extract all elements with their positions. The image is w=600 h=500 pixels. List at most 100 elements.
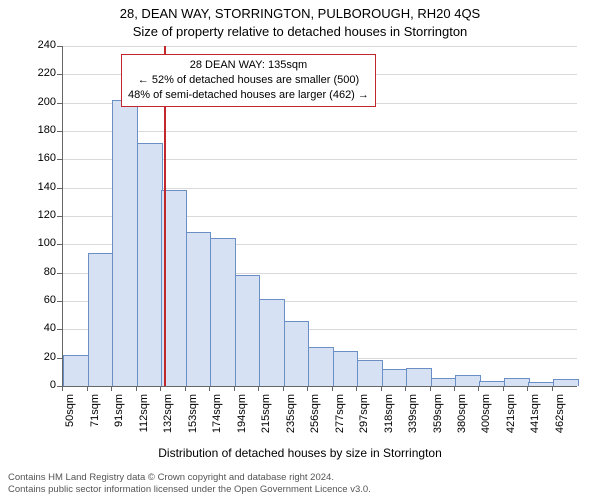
x-tick-mark bbox=[209, 386, 210, 391]
x-tick-mark bbox=[185, 386, 186, 391]
gridline bbox=[63, 46, 577, 47]
y-tick-mark bbox=[57, 386, 62, 387]
histogram-bar bbox=[431, 378, 457, 386]
x-tick-label: 71sqm bbox=[89, 394, 101, 436]
footer-line2: Contains public sector information licen… bbox=[8, 484, 592, 496]
x-tick-mark bbox=[527, 386, 528, 391]
histogram-bar bbox=[308, 347, 334, 386]
x-tick-mark bbox=[332, 386, 333, 391]
y-tick-label: 40 bbox=[26, 322, 56, 334]
x-tick-mark bbox=[503, 386, 504, 391]
x-tick-label: 194sqm bbox=[236, 394, 248, 436]
histogram-bar bbox=[88, 253, 114, 386]
footer-line1: Contains HM Land Registry data © Crown c… bbox=[8, 472, 592, 484]
y-tick-mark bbox=[57, 46, 62, 47]
histogram-bar bbox=[382, 369, 408, 386]
annotation-line1: 28 DEAN WAY: 135sqm bbox=[128, 58, 369, 73]
x-tick-label: 277sqm bbox=[334, 394, 346, 436]
x-tick-label: 132sqm bbox=[162, 394, 174, 436]
x-tick-label: 50sqm bbox=[64, 394, 76, 436]
histogram-bar bbox=[504, 378, 530, 386]
histogram-bar bbox=[137, 143, 163, 386]
x-tick-mark bbox=[454, 386, 455, 391]
x-tick-label: 359sqm bbox=[432, 394, 444, 436]
y-tick-label: 100 bbox=[26, 237, 56, 249]
histogram-bar bbox=[528, 382, 554, 386]
y-tick-label: 240 bbox=[26, 39, 56, 51]
x-tick-mark bbox=[283, 386, 284, 391]
x-tick-label: 235sqm bbox=[285, 394, 297, 436]
y-tick-label: 120 bbox=[26, 209, 56, 221]
y-tick-mark bbox=[57, 329, 62, 330]
histogram-bar bbox=[455, 375, 481, 386]
annotation-box: 28 DEAN WAY: 135sqm← 52% of detached hou… bbox=[121, 54, 376, 107]
y-tick-mark bbox=[57, 131, 62, 132]
x-tick-label: 462sqm bbox=[554, 394, 566, 436]
y-tick-mark bbox=[57, 301, 62, 302]
histogram-bar bbox=[479, 381, 505, 386]
histogram-bar bbox=[235, 275, 261, 387]
x-tick-mark bbox=[307, 386, 308, 391]
histogram-bar bbox=[112, 100, 138, 386]
x-tick-mark bbox=[381, 386, 382, 391]
y-tick-mark bbox=[57, 244, 62, 245]
annotation-line2: ← 52% of detached houses are smaller (50… bbox=[128, 73, 369, 88]
x-tick-mark bbox=[160, 386, 161, 391]
histogram-bar bbox=[259, 299, 285, 386]
chart-title-line1: 28, DEAN WAY, STORRINGTON, PULBOROUGH, R… bbox=[0, 6, 600, 21]
chart-container: 28, DEAN WAY, STORRINGTON, PULBOROUGH, R… bbox=[0, 0, 600, 500]
x-tick-mark bbox=[87, 386, 88, 391]
y-tick-label: 140 bbox=[26, 181, 56, 193]
y-tick-mark bbox=[57, 216, 62, 217]
y-tick-mark bbox=[57, 74, 62, 75]
x-axis-label: Distribution of detached houses by size … bbox=[0, 446, 600, 460]
histogram-bar bbox=[333, 351, 359, 386]
x-tick-mark bbox=[62, 386, 63, 391]
y-tick-label: 80 bbox=[26, 266, 56, 278]
x-tick-label: 297sqm bbox=[358, 394, 370, 436]
histogram-bar bbox=[63, 355, 89, 386]
histogram-bar bbox=[406, 368, 432, 386]
x-tick-mark bbox=[478, 386, 479, 391]
histogram-bar bbox=[284, 321, 310, 386]
footer-attribution: Contains HM Land Registry data © Crown c… bbox=[8, 472, 592, 496]
x-tick-mark bbox=[258, 386, 259, 391]
histogram-bar bbox=[357, 360, 383, 387]
x-tick-label: 441sqm bbox=[529, 394, 541, 436]
x-tick-label: 318sqm bbox=[383, 394, 395, 436]
y-tick-mark bbox=[57, 103, 62, 104]
y-tick-label: 220 bbox=[26, 67, 56, 79]
x-tick-label: 153sqm bbox=[187, 394, 199, 436]
chart-title-line2: Size of property relative to detached ho… bbox=[0, 24, 600, 39]
x-tick-label: 400sqm bbox=[480, 394, 492, 436]
x-tick-label: 112sqm bbox=[138, 394, 150, 436]
y-tick-mark bbox=[57, 358, 62, 359]
x-tick-label: 91sqm bbox=[113, 394, 125, 436]
x-tick-label: 421sqm bbox=[505, 394, 517, 436]
y-tick-label: 0 bbox=[26, 379, 56, 391]
histogram-bar bbox=[210, 238, 236, 386]
histogram-bar bbox=[553, 379, 579, 386]
x-tick-label: 174sqm bbox=[211, 394, 223, 436]
y-tick-mark bbox=[57, 273, 62, 274]
y-tick-mark bbox=[57, 188, 62, 189]
x-tick-label: 380sqm bbox=[456, 394, 468, 436]
gridline bbox=[63, 131, 577, 132]
x-tick-mark bbox=[356, 386, 357, 391]
x-tick-mark bbox=[430, 386, 431, 391]
x-tick-mark bbox=[405, 386, 406, 391]
y-tick-mark bbox=[57, 159, 62, 160]
histogram-bar bbox=[186, 232, 212, 386]
plot-area: 28 DEAN WAY: 135sqm← 52% of detached hou… bbox=[62, 46, 577, 387]
y-tick-label: 60 bbox=[26, 294, 56, 306]
x-tick-mark bbox=[234, 386, 235, 391]
annotation-line3: 48% of semi-detached houses are larger (… bbox=[128, 88, 369, 103]
y-tick-label: 20 bbox=[26, 351, 56, 363]
y-tick-label: 200 bbox=[26, 96, 56, 108]
x-tick-label: 339sqm bbox=[407, 394, 419, 436]
x-tick-label: 256sqm bbox=[309, 394, 321, 436]
x-tick-label: 215sqm bbox=[260, 394, 272, 436]
x-tick-mark bbox=[136, 386, 137, 391]
y-tick-label: 180 bbox=[26, 124, 56, 136]
x-tick-mark bbox=[552, 386, 553, 391]
